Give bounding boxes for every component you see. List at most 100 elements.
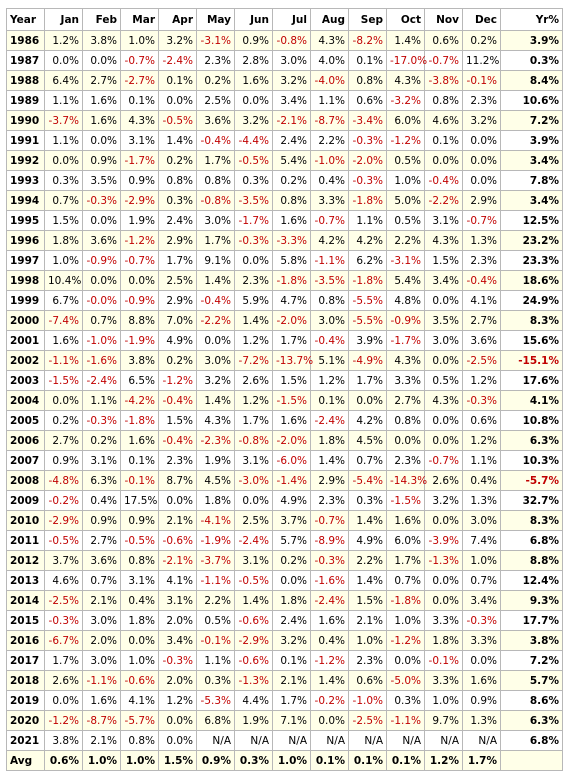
value-cell: 4.3%	[310, 30, 349, 51]
value-cell: 0.7%	[386, 570, 425, 591]
value-cell: -0.7%	[424, 50, 463, 71]
value-cell: -17.0%	[386, 50, 427, 71]
year-row: 1986 1.2% 3.8% 1.0% 3.2% -3.1% 0.9% -0.8% 4.3% -8…	[6, 30, 563, 51]
value-cell: 0.7%	[82, 310, 121, 331]
value-cell: 1.9%	[120, 210, 159, 231]
value-cell: 1.7%	[196, 150, 235, 171]
value-cell: 3.8%	[82, 30, 121, 51]
value-cell: N/A	[386, 730, 425, 751]
value-cell: 7.4%	[462, 530, 501, 551]
value-cell: 3.6%	[82, 550, 121, 571]
year-row: 1994 0.7% -0.3% -2.9% 0.3% -0.8% -3.5% 0.8% 3.3%…	[6, 190, 563, 211]
value-cell: -1.6%	[82, 350, 121, 371]
value-cell: -0.7%	[120, 50, 159, 71]
value-cell: 1.8%	[196, 490, 235, 511]
value-cell: 4.4%	[234, 690, 273, 711]
value-cell: -1.9%	[196, 530, 235, 551]
table-container: Year Jan Feb Mar Apr May Jun Jul Aug Sep Oct Nov Dec…	[6, 8, 563, 771]
value-cell: 4.3%	[386, 70, 425, 91]
value-cell: 3.3%	[310, 190, 349, 211]
value-cell: 1.6%	[44, 330, 83, 351]
year-cell: 2002	[6, 350, 45, 371]
value-cell: 1.6%	[310, 610, 349, 631]
year-cell: 1995	[6, 210, 45, 231]
value-cell: 0.0%	[462, 170, 501, 191]
value-cell: 7.2%	[500, 650, 563, 671]
value-cell: 0.6%	[462, 410, 501, 431]
value-cell: 7.1%	[272, 710, 311, 731]
value-cell: 1.1%	[462, 450, 501, 471]
year-cell: 2005	[6, 410, 45, 431]
value-cell: 1.6%	[272, 410, 311, 431]
value-cell: -0.4%	[196, 130, 235, 151]
value-cell: 1.7%	[462, 750, 501, 771]
value-cell: -0.3%	[310, 550, 349, 571]
value-cell: -1.1%	[196, 570, 235, 591]
value-cell: 0.1%	[120, 450, 159, 471]
value-cell: N/A	[462, 730, 501, 751]
value-cell: 0.3%	[234, 750, 273, 771]
value-cell: 1.5%	[158, 410, 197, 431]
value-cell: -3.8%	[424, 70, 463, 91]
header-row: Year Jan Feb Mar Apr May Jun Jul Aug Sep Oct Nov Dec…	[6, 8, 563, 31]
value-cell: -8.7%	[82, 710, 121, 731]
value-cell: 0.1%	[348, 50, 387, 71]
value-cell: 1.2%	[234, 390, 273, 411]
header-cell: Apr	[158, 8, 197, 31]
value-cell: 24.9%	[500, 290, 563, 311]
header-cell: Nov	[424, 8, 463, 31]
value-cell: 18.6%	[500, 270, 563, 291]
value-cell: 1.7%	[234, 410, 273, 431]
value-cell: 2.1%	[158, 510, 197, 531]
value-cell: 8.8%	[120, 310, 159, 331]
year-cell: 1989	[6, 90, 45, 111]
value-cell: -1.1%	[386, 710, 425, 731]
value-cell: 1.1%	[44, 90, 83, 111]
value-cell: -5.3%	[196, 690, 235, 711]
value-cell: 23.3%	[500, 250, 563, 271]
value-cell: 0.9%	[82, 510, 121, 531]
value-cell: 10.3%	[500, 450, 563, 471]
value-cell: -1.2%	[158, 370, 197, 391]
value-cell: -0.1%	[120, 470, 159, 491]
year-cell: 2021	[6, 730, 45, 751]
value-cell: 1.0%	[120, 750, 159, 771]
value-cell: 4.2%	[348, 410, 387, 431]
value-cell: -3.1%	[196, 30, 235, 51]
value-cell: -0.6%	[234, 650, 273, 671]
header-cell: Jul	[272, 8, 311, 31]
value-cell: 3.1%	[234, 450, 273, 471]
value-cell: -0.5%	[234, 570, 273, 591]
value-cell: 1.4%	[348, 570, 387, 591]
value-cell: 3.7%	[272, 510, 311, 531]
value-cell: -3.7%	[196, 550, 235, 571]
year-row: 2015 -0.3% 3.0% 1.8% 2.0% 0.5% -0.6% 2.4% 1.6% 2.…	[6, 610, 563, 631]
value-cell: 1.4%	[310, 670, 349, 691]
value-cell: -7.4%	[44, 310, 83, 331]
year-row: 1992 0.0% 0.9% -1.7% 0.2% 1.7% -0.5% 5.4% -1.0% -…	[6, 150, 563, 171]
value-cell: -4.9%	[348, 350, 387, 371]
value-cell: -0.5%	[120, 530, 159, 551]
value-cell: -1.4%	[272, 470, 311, 491]
value-cell: -1.8%	[348, 270, 387, 291]
value-cell: 3.3%	[424, 670, 463, 691]
value-cell: 3.2%	[158, 30, 197, 51]
value-cell: 0.0%	[424, 510, 463, 531]
value-cell: 3.4%	[462, 590, 501, 611]
value-cell: 4.3%	[120, 110, 159, 131]
value-cell: 0.0%	[82, 270, 121, 291]
value-cell: 4.7%	[272, 290, 311, 311]
value-cell: -2.4%	[82, 370, 121, 391]
value-cell: -0.5%	[234, 150, 273, 171]
value-cell: 0.0%	[386, 650, 425, 671]
value-cell: -1.1%	[310, 250, 349, 271]
value-cell: 1.2%	[234, 330, 273, 351]
value-cell: 9.7%	[424, 710, 463, 731]
value-cell: 1.1%	[348, 210, 387, 231]
value-cell: 0.1%	[386, 750, 425, 771]
value-cell: 3.2%	[462, 110, 501, 131]
value-cell: 1.1%	[44, 130, 83, 151]
value-cell: -0.4%	[158, 390, 197, 411]
value-cell: -1.0%	[348, 690, 387, 711]
value-cell: -0.4%	[310, 330, 349, 351]
